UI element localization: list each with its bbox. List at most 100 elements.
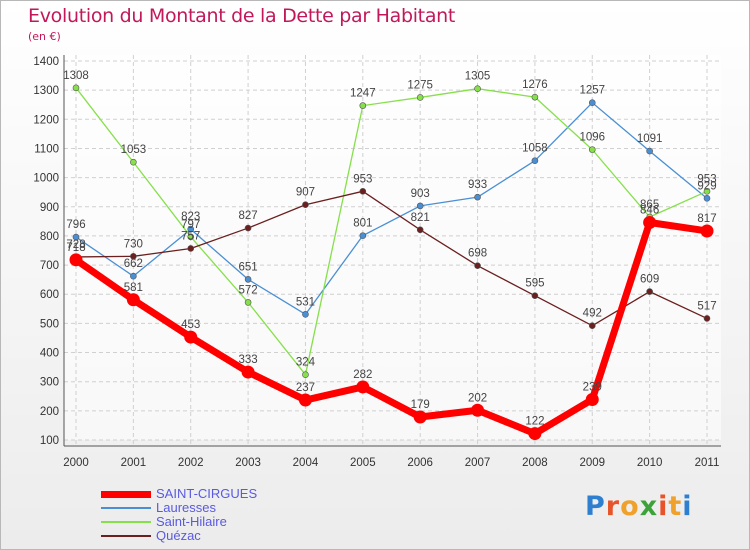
data-label: 796 — [66, 219, 85, 231]
x-tick-label: 2010 — [637, 457, 663, 469]
y-tick-label: 600 — [40, 289, 59, 301]
data-label: 953 — [353, 173, 372, 185]
chart-unit: (en €) — [28, 30, 61, 43]
data-label: 1096 — [579, 132, 605, 144]
legend-label: SAINT-CIRGUES — [156, 486, 258, 501]
data-label: 239 — [583, 381, 602, 393]
data-point — [126, 293, 140, 307]
data-point — [244, 299, 252, 306]
data-label: 595 — [525, 278, 544, 290]
y-tick-label: 1400 — [33, 56, 59, 68]
data-label: 179 — [411, 399, 430, 411]
y-tick-label: 1200 — [33, 114, 59, 126]
data-label: 728 — [66, 239, 85, 251]
data-point — [302, 371, 309, 378]
data-point — [244, 276, 252, 283]
data-point — [703, 315, 711, 322]
data-label: 517 — [697, 300, 716, 312]
data-label: 122 — [525, 416, 544, 428]
data-label: 797 — [181, 219, 200, 231]
x-tick-label: 2005 — [350, 457, 376, 469]
data-label: 453 — [181, 319, 200, 331]
data-point — [416, 202, 424, 210]
data-point — [528, 427, 542, 441]
plot-background — [64, 55, 721, 440]
data-label: 823 — [181, 211, 200, 223]
data-point — [646, 288, 653, 295]
data-point — [588, 146, 596, 153]
legend-swatch — [101, 507, 151, 509]
legend-item: Quézac — [101, 529, 257, 543]
x-tick-label: 2008 — [522, 457, 548, 469]
data-point — [302, 201, 309, 209]
series-line — [75, 190, 708, 327]
data-label: 492 — [583, 308, 602, 320]
logo-letter: r — [605, 491, 621, 522]
data-label: 609 — [640, 274, 659, 286]
y-tick-label: 800 — [40, 231, 59, 243]
data-point — [241, 365, 255, 379]
legend-item: Saint-Hilaire — [101, 515, 257, 529]
data-point — [531, 157, 539, 165]
data-point — [302, 311, 309, 318]
data-point — [72, 233, 80, 241]
data-point — [646, 147, 653, 155]
x-tick-label: 2006 — [407, 457, 433, 469]
data-point — [643, 216, 657, 230]
y-tick-label: 400 — [40, 348, 59, 360]
data-point — [585, 392, 599, 406]
legend-label: Saint-Hilaire — [156, 514, 227, 529]
data-point — [413, 410, 427, 424]
data-point — [474, 193, 481, 201]
data-label: 953 — [697, 173, 716, 185]
legend-swatch — [101, 521, 151, 523]
data-point — [531, 93, 539, 101]
data-label: 757 — [181, 230, 200, 242]
data-label: 817 — [697, 213, 716, 225]
data-point — [416, 226, 424, 234]
logo-letter: P — [585, 491, 606, 522]
data-label: 581 — [124, 282, 143, 294]
y-tick-label: 500 — [40, 318, 59, 330]
y-tick-label: 1000 — [33, 173, 59, 185]
data-point — [298, 393, 312, 407]
data-label: 846 — [640, 205, 659, 217]
legend-swatch — [101, 490, 151, 498]
legend-item: SAINT-CIRGUES — [101, 487, 257, 501]
x-tick-label: 2011 — [695, 457, 720, 469]
data-point — [703, 195, 711, 202]
data-label: 237 — [296, 382, 315, 394]
data-label: 933 — [468, 179, 487, 191]
x-tick-label: 2000 — [63, 457, 89, 469]
data-label: 1276 — [522, 79, 548, 91]
logo-letter: i — [682, 491, 693, 522]
chart-title: Evolution du Montant de la Dette par Hab… — [28, 5, 456, 27]
data-label: 1275 — [407, 79, 433, 91]
legend-label: Lauresses — [156, 500, 216, 515]
legend-swatch — [101, 535, 151, 537]
data-point — [359, 102, 367, 109]
data-point — [700, 224, 714, 238]
y-tick-label: 300 — [40, 377, 59, 389]
data-label: 1058 — [522, 143, 548, 155]
x-tick-label: 2009 — [579, 457, 605, 469]
data-point — [187, 233, 195, 241]
data-point — [244, 224, 252, 232]
data-label: 1091 — [637, 133, 663, 145]
data-point — [531, 292, 539, 299]
data-label: 282 — [353, 369, 372, 381]
data-point — [416, 94, 424, 101]
data-point — [130, 272, 137, 280]
data-label: 324 — [296, 357, 316, 369]
data-point — [69, 253, 83, 267]
series-saint-cirgues — [69, 216, 714, 441]
data-label: 865 — [640, 199, 659, 211]
data-label: 662 — [124, 258, 143, 270]
data-point — [474, 262, 481, 269]
series-line — [75, 87, 708, 376]
data-label: 531 — [296, 296, 315, 308]
y-tick-label: 1300 — [33, 85, 59, 97]
data-label: 1257 — [579, 85, 605, 97]
